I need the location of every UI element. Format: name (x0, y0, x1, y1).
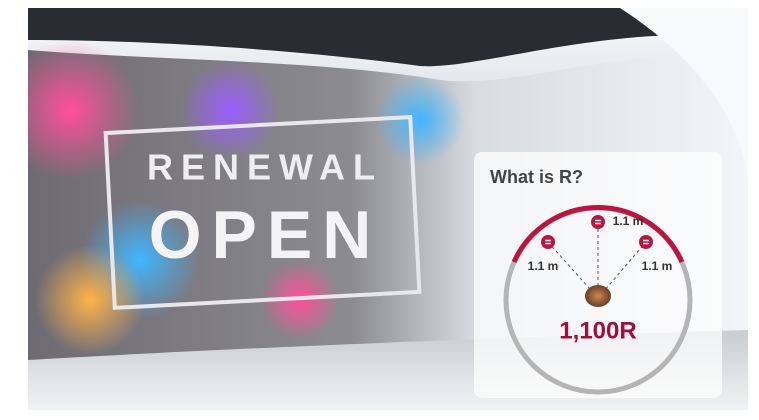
distance-label: 1.1 m (642, 259, 673, 273)
radius-label: 1,100R (559, 317, 636, 344)
info-card: What is R? 1.1 m 1.1 m 1.1 m 1,100R (474, 152, 722, 398)
sign-line-2: OPEN (149, 197, 382, 273)
page: RENEWAL OPEN What is R? 1.1 m 1.1 m 1.1 … (0, 0, 759, 420)
distance-label: 1.1 m (613, 214, 644, 228)
card-title: What is R? (490, 167, 583, 187)
sign-line-1: RENEWAL (147, 147, 383, 188)
distance-label: 1.1 m (528, 259, 559, 273)
viewer-head (585, 285, 611, 307)
